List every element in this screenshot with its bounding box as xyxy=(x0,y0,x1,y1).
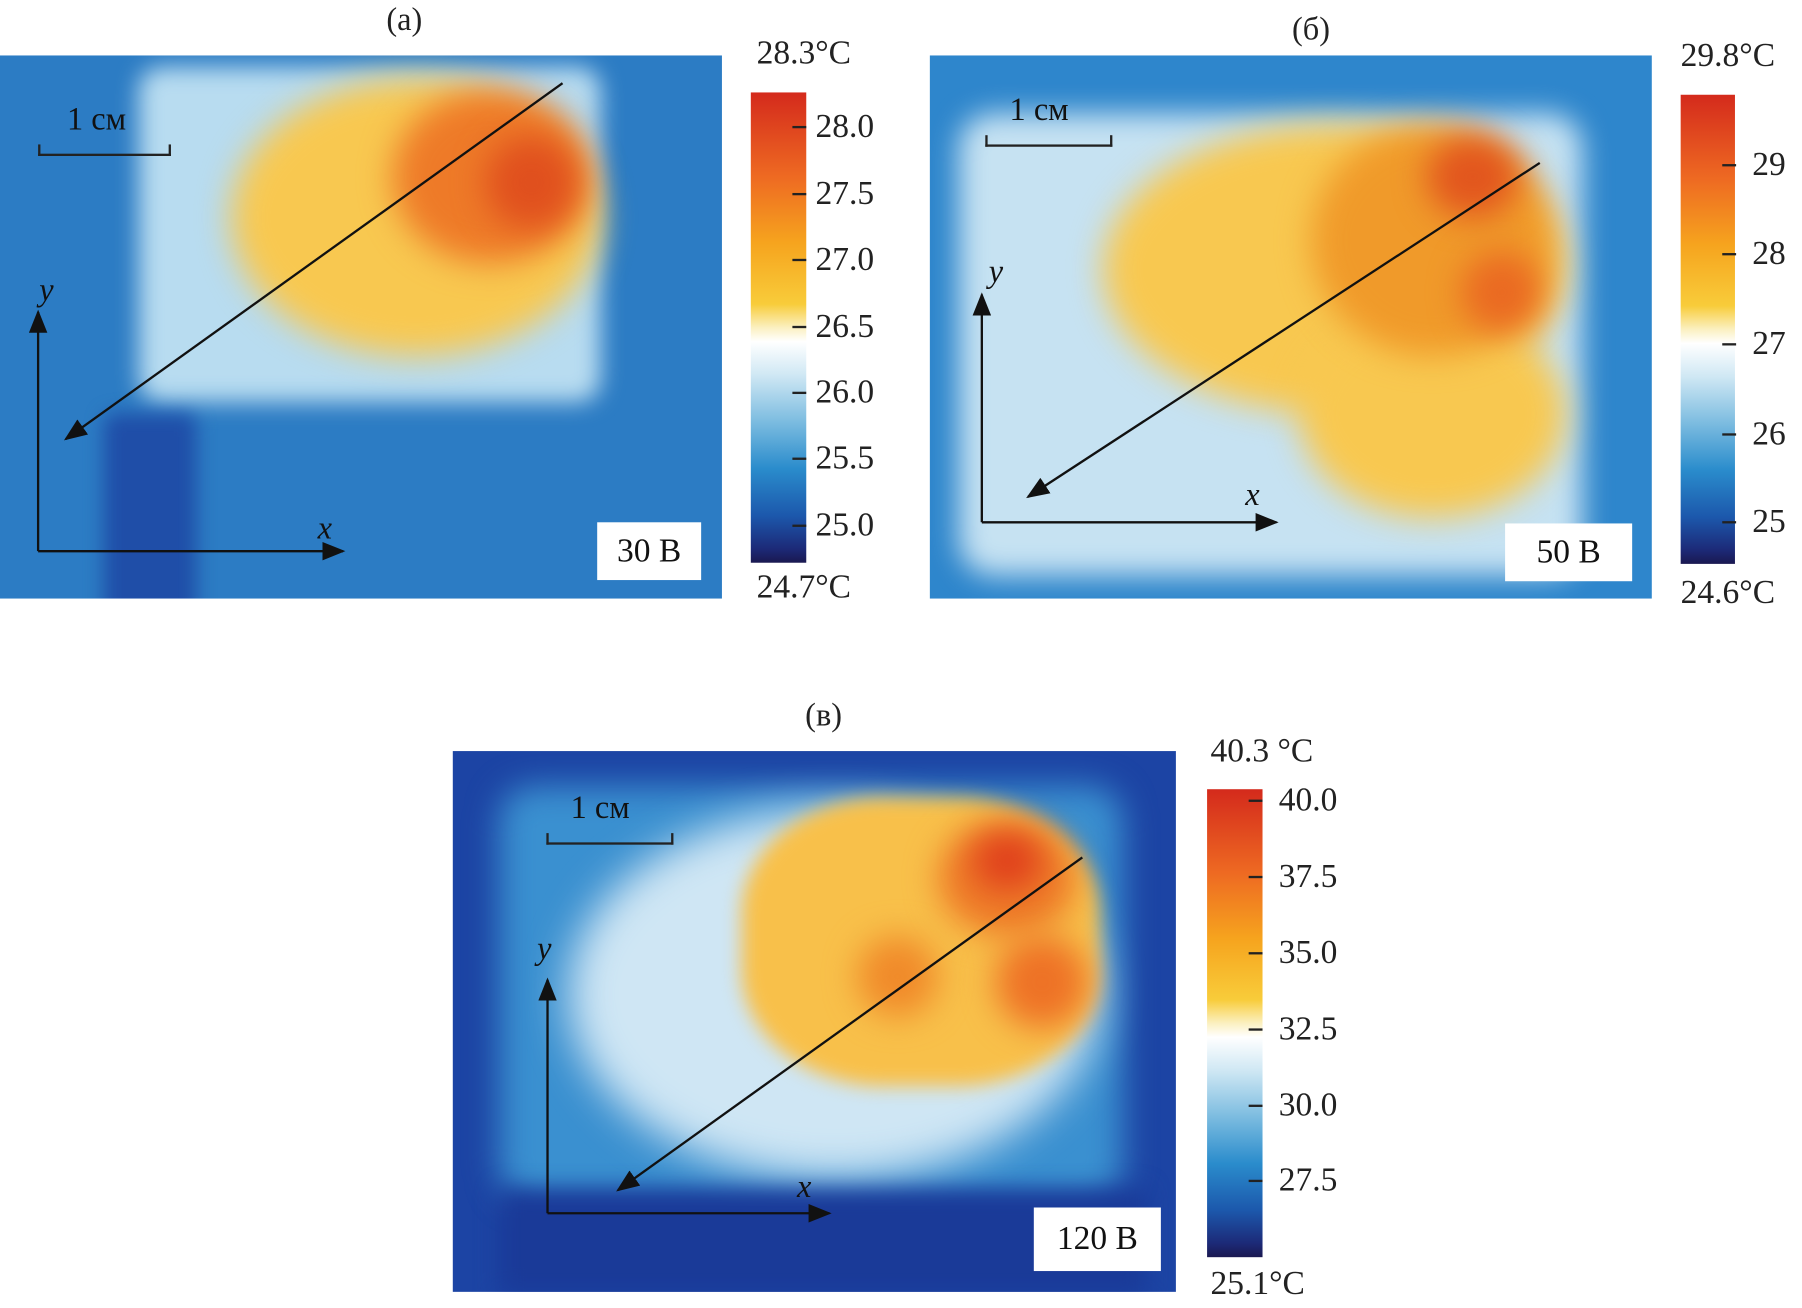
panel-c-scale-bar xyxy=(546,833,674,845)
panel-a-thermal-image xyxy=(0,55,722,599)
profile-line xyxy=(63,82,564,441)
colorbar-tick-label: 27.5 xyxy=(815,175,875,213)
panel-c-max-temp: 40.3 °C xyxy=(1210,732,1314,770)
y-axis-label: y xyxy=(36,271,54,307)
colorbar-tick-label: 37.5 xyxy=(1278,857,1338,895)
panel-c-scale-label: 1 см xyxy=(570,790,630,827)
panel-c-voltage-label: 120 В xyxy=(1033,1207,1161,1272)
panel-c-min-temp: 25.1°C xyxy=(1210,1265,1305,1303)
colorbar-tick-label: 25.0 xyxy=(815,506,875,544)
panel-c-title: (в) xyxy=(805,697,842,734)
colorbar-tick-label: 25.5 xyxy=(815,439,875,477)
colorbar-tick-label: 26.0 xyxy=(815,373,875,411)
panel-a-voltage-label: 30 В xyxy=(597,522,702,581)
y-axis-label: y xyxy=(986,253,1004,289)
colorbar-tick-label: 35.0 xyxy=(1278,934,1338,972)
colorbar-tick-label: 27.0 xyxy=(815,240,875,278)
panel-b-min-temp: 24.6°C xyxy=(1680,574,1776,612)
panel-b-voltage-label: 50 В xyxy=(1505,523,1633,582)
profile-line xyxy=(616,856,1084,1192)
x-axis-label: x xyxy=(1244,476,1260,512)
panel-b-scale-label: 1 см xyxy=(1009,92,1069,129)
colorbar-tick-label: 27 xyxy=(1752,325,1786,363)
panel-a-axes: y x xyxy=(28,82,564,561)
panel-a-min-temp: 24.7°C xyxy=(756,568,851,606)
panel-b-axes: y x xyxy=(972,161,1541,532)
panel-a-title: (а) xyxy=(386,2,423,39)
colorbar-tick-label: 28.0 xyxy=(815,108,875,146)
panel-b-thermal-image xyxy=(929,55,1652,599)
colorbar-tick-label: 32.5 xyxy=(1278,1010,1338,1048)
panel-b-title: (б) xyxy=(1292,11,1331,48)
panel-b-max-temp: 29.8°C xyxy=(1680,36,1776,74)
colorbar-tick-label: 26.5 xyxy=(815,307,875,345)
y-axis-label: y xyxy=(534,930,552,966)
x-axis-label: x xyxy=(796,1168,812,1204)
panel-b-colorbar: 29 28 27 26 25 xyxy=(1680,94,1786,564)
colorbar-tick-label: 26 xyxy=(1752,415,1786,453)
panel-a-max-temp: 28.3°C xyxy=(756,34,851,72)
panel-a-colorbar: 28.0 27.5 27.0 26.5 26.0 25.5 25.0 xyxy=(750,92,874,563)
colorbar-tick-label: 29 xyxy=(1752,146,1786,184)
panel-a-scale-bar xyxy=(38,144,171,156)
panel-b-scale-bar xyxy=(985,135,1113,147)
colorbar-tick-label: 27.5 xyxy=(1278,1161,1338,1199)
colorbar-tick-label: 28 xyxy=(1752,235,1786,273)
colorbar-tick-label: 25 xyxy=(1752,503,1786,541)
colorbar-tick-label: 40.0 xyxy=(1278,781,1338,819)
panel-c-axes: y x xyxy=(534,856,1084,1223)
x-axis-label: x xyxy=(317,509,333,545)
profile-line xyxy=(1026,161,1541,499)
panel-c-thermal-image xyxy=(452,751,1176,1292)
colorbar-tick-label: 30.0 xyxy=(1278,1086,1338,1124)
panel-a-scale-label: 1 см xyxy=(66,101,127,138)
panel-c-colorbar: 40.0 37.5 35.0 32.5 30.0 27.5 xyxy=(1207,782,1337,1258)
